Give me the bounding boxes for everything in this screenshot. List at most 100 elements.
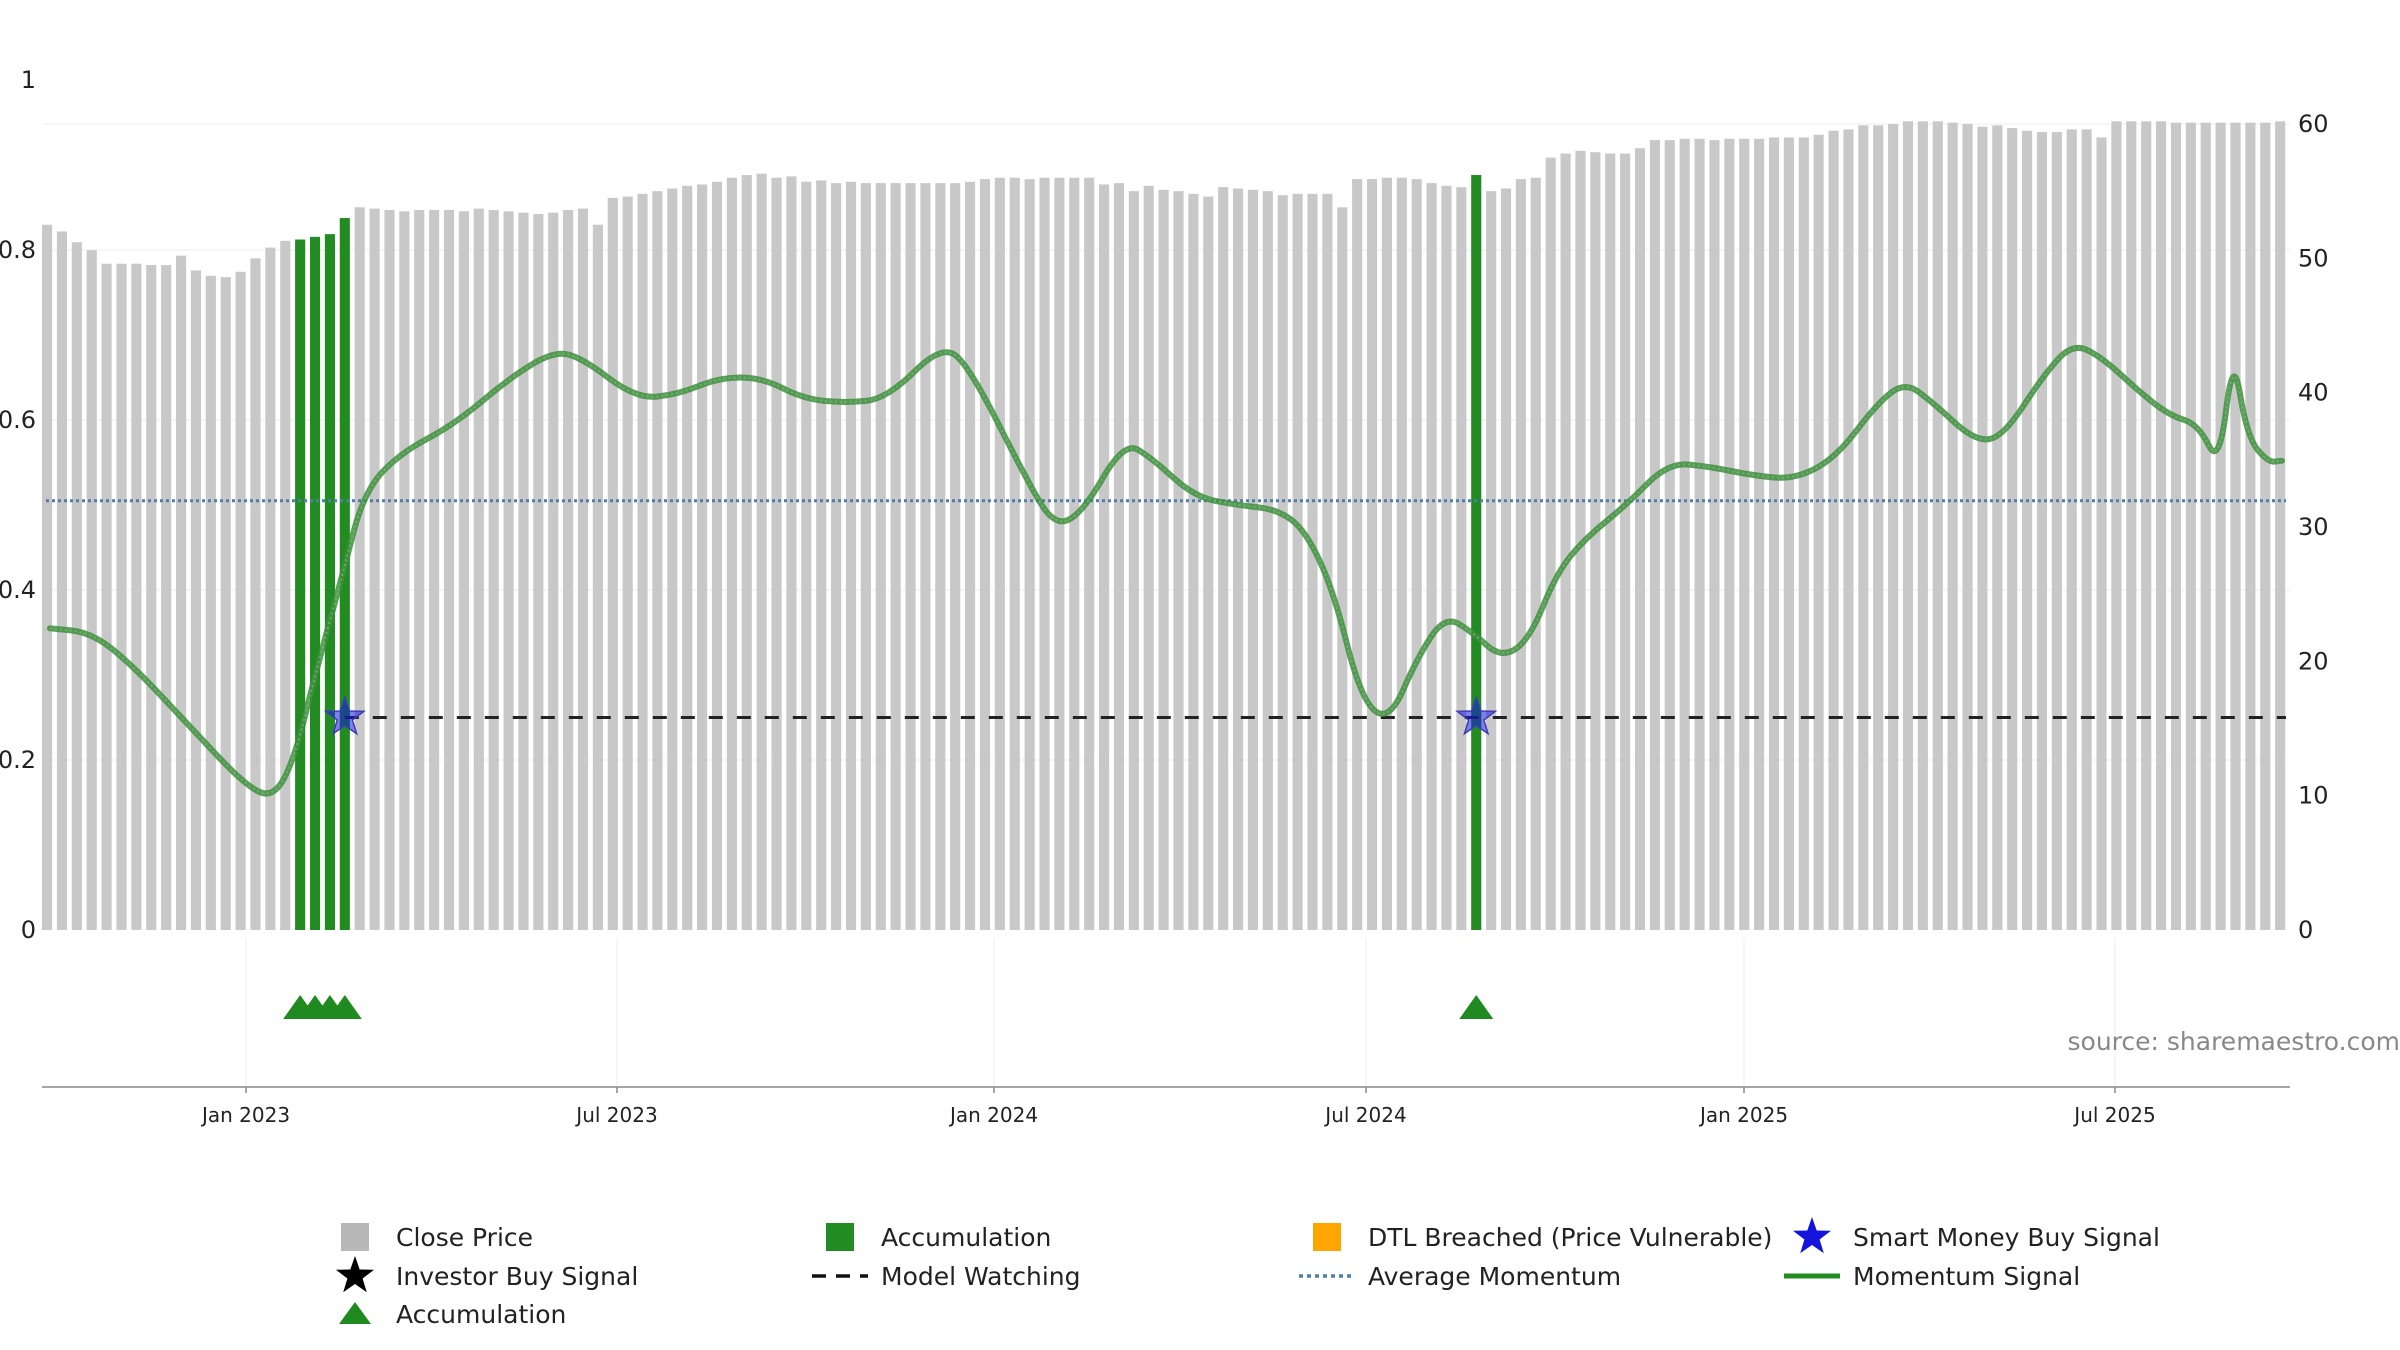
close-price-bar [1873,125,1884,931]
left-axis-tick-label: 0.4 [0,576,36,604]
close-price-bar [2066,129,2077,930]
close-price-bar [1307,193,1318,931]
close-price-bar [816,180,827,931]
signal-markers [323,695,1498,736]
close-price-bar [1649,140,1660,930]
close-price-bar [994,177,1005,931]
accumulation-bar [309,236,321,931]
legend-label: Smart Money Buy Signal [1853,1223,2160,1252]
legend-label: Accumulation [396,1300,566,1329]
legend-item: Smart Money Buy Signal [1793,1217,2160,1254]
legend-label: Momentum Signal [1853,1262,2080,1291]
close-price-bars [42,121,2286,931]
close-price-bar [1843,129,1854,930]
signal-lines [46,345,2286,797]
close-price-bar [1530,177,1541,931]
close-price-bar [1009,177,1020,931]
close-price-bar [801,181,812,930]
close-price-bar [979,179,991,930]
close-price-bar [2156,121,2167,930]
close-price-bar [1962,124,1973,930]
close-price-bar [1232,188,1244,931]
close-price-bar [592,224,603,930]
x-tick-label: Jan 2024 [948,1103,1038,1127]
close-price-bar [845,181,857,930]
close-price-bar [265,247,276,931]
close-price-bar [518,212,529,930]
right-axis-tick-label: 20 [2298,647,2329,675]
close-price-bar [1337,207,1348,931]
close-price-bar [101,263,112,931]
close-price-bar [503,211,514,930]
right-axis-tick-label: 60 [2298,110,2329,138]
close-price-bar [1679,138,1690,930]
close-price-bar [607,197,618,930]
legend-item: Accumulation [826,1223,1051,1252]
legend-item: Close Price [341,1223,533,1252]
close-price-bar [2215,122,2226,930]
legend: Close Price Accumulation DTL Breached (Pri… [336,1217,2160,1329]
close-price-bar [1515,179,1526,930]
close-price-bar [1069,177,1080,931]
close-price-bar [384,209,395,931]
source-label: source: sharemaestro.com [2068,1027,2400,1056]
close-price-bar [1724,138,1735,930]
close-price-bar [1292,193,1303,931]
x-tick-label: Jan 2023 [200,1103,290,1127]
close-price-bar [622,196,633,931]
close-price-bar [1828,130,1839,931]
close-price-bar [2036,132,2048,930]
close-price-bar [1441,185,1452,931]
legend-label: Model Watching [881,1262,1081,1291]
close-price-bar [1218,187,1229,930]
close-price-bar [2185,122,2196,930]
legend-swatch-close-price [341,1223,369,1251]
close-price-bar [905,183,916,931]
smart-money-buy-signal-star [323,695,366,736]
right-axis-tick-label: 0 [2298,916,2313,944]
close-price-bar [831,183,842,931]
legend-label: Investor Buy Signal [396,1262,638,1291]
close-price-bar [2081,129,2092,930]
x-tick-label: Jul 2024 [1323,1103,1406,1127]
close-price-bar [473,208,484,930]
close-price-bar [741,175,752,931]
legend-item: Momentum Signal [1784,1262,2080,1291]
close-price-bar [280,240,291,930]
close-price-bar [1977,126,1988,930]
close-price-bar [220,277,231,930]
close-price-bar [1352,179,1363,930]
close-price-bar [1545,157,1556,930]
close-price-bar [1262,191,1273,931]
close-price-bar [2141,121,2152,930]
close-price-bar [1917,121,1928,930]
legend-swatch-smart-money-star [1793,1217,1831,1254]
close-price-bar [548,212,559,930]
close-price-bar [890,183,901,931]
close-price-bar [786,176,797,930]
close-price-bar [1620,153,1631,931]
close-price-bar [131,263,142,931]
close-price-bar [1203,196,1214,931]
close-price-bar [711,181,723,930]
momentum-signal-highlight [49,347,2283,795]
close-price-bar [1322,193,1333,931]
legend-label: Accumulation [881,1223,1051,1252]
close-price-bar [190,270,201,930]
close-price-bar [1902,121,1914,930]
close-price-bar [1486,191,1497,931]
close-price-bar [250,258,261,931]
close-price-bar [1366,179,1378,930]
legend-swatch-accumulation-triangle [339,1302,371,1324]
close-price-bar [2230,122,2241,930]
close-price-bar [2245,122,2256,930]
x-tick-label: Jan 2025 [1698,1103,1788,1127]
close-price-bar [1575,150,1586,930]
legend-item: Accumulation [339,1300,566,1329]
close-price-bar [2096,137,2107,930]
legend-item: Investor Buy Signal [336,1256,638,1293]
close-price-bar [965,181,976,930]
close-price-bar [1039,177,1050,931]
x-tick-label: Jul 2025 [2072,1103,2155,1127]
